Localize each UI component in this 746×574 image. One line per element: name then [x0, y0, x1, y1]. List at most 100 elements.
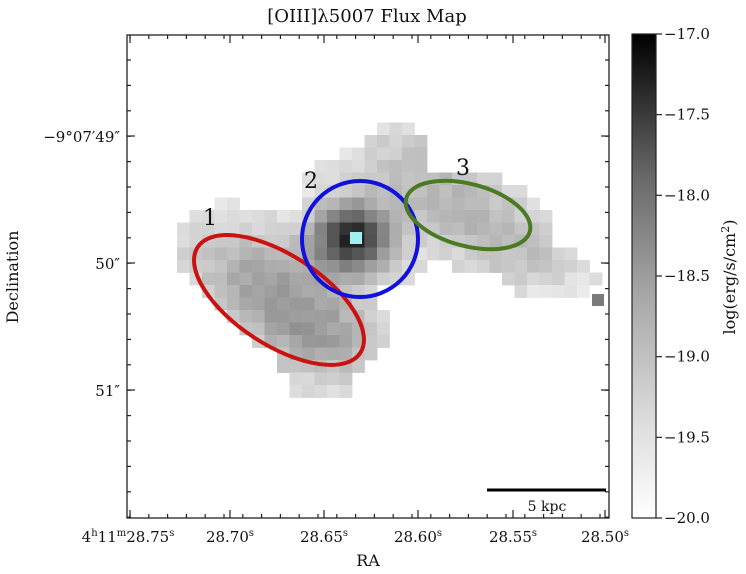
- flux-pixel: [514, 285, 528, 298]
- flux-pixel: [527, 197, 540, 211]
- flux-pixel: [564, 260, 578, 273]
- flux-pixel: [452, 260, 465, 273]
- flux-pixel: [314, 210, 328, 223]
- flux-pixel: [214, 222, 228, 236]
- flux-pixel: [289, 297, 303, 311]
- flux-pixel: [352, 285, 365, 298]
- flux-pixel: [202, 222, 215, 236]
- flux-pixel: [414, 147, 428, 161]
- flux-pixel: [239, 260, 253, 273]
- flux-pixel: [539, 235, 553, 248]
- flux-pixel: [227, 235, 240, 248]
- flux-pixel: [227, 260, 240, 273]
- flux-pixel: [339, 372, 353, 386]
- flux-pixel: [327, 235, 340, 248]
- flux-pixel: [314, 260, 328, 273]
- flux-pixel: [327, 335, 340, 348]
- flux-pixel: [377, 210, 390, 223]
- flux-pixel: [327, 222, 340, 236]
- flux-pixel: [464, 210, 478, 223]
- flux-pixel: [577, 272, 590, 286]
- flux-pixel: [289, 360, 303, 373]
- flux-pixel: [302, 347, 315, 361]
- flux-pixel: [592, 294, 604, 306]
- flux-pixel: [314, 297, 328, 311]
- flux-pixel: [464, 185, 478, 198]
- flux-pixel: [402, 235, 415, 248]
- flux-pixel: [264, 285, 278, 298]
- flux-pixel: [527, 272, 540, 286]
- region-3-label: 3: [456, 156, 470, 181]
- flux-pixel: [339, 147, 353, 161]
- flux-pixel: [252, 297, 265, 311]
- flux-pixel: [214, 197, 228, 211]
- flux-pixel: [189, 210, 203, 223]
- flux-pixel: [264, 297, 278, 311]
- flux-pixel: [364, 272, 378, 286]
- flux-pixel: [577, 285, 590, 298]
- flux-pixel: [277, 310, 290, 323]
- y-tick-label-1: 50″: [95, 255, 120, 273]
- chart-title: [OIII]λ5007 Flux Map: [267, 6, 466, 27]
- flux-pixel: [227, 285, 240, 298]
- flux-pixel: [352, 185, 365, 198]
- flux-pixel: [227, 197, 240, 211]
- flux-pixel: [289, 310, 303, 323]
- flux-pixel: [339, 335, 353, 348]
- flux-pixel: [327, 297, 340, 311]
- flux-pixel: [277, 297, 290, 311]
- flux-pixel: [264, 222, 278, 236]
- flux-pixel: [227, 222, 240, 236]
- flux-pixel: [214, 272, 228, 286]
- flux-pixel: [339, 310, 353, 323]
- flux-pixel: [314, 172, 328, 186]
- flux-pixel: [402, 222, 415, 236]
- flux-pixel: [377, 222, 390, 236]
- flux-pixel: [514, 272, 528, 286]
- flux-pixel: [402, 172, 415, 186]
- flux-pixel: [327, 247, 340, 261]
- region-1-label: 1: [203, 206, 217, 231]
- flux-pixel: [264, 210, 278, 223]
- flux-pixel: [377, 272, 390, 286]
- flux-pixel: [239, 247, 253, 261]
- flux-pixel: [364, 210, 378, 223]
- flux-pixel: [327, 322, 340, 336]
- flux-pixel: [302, 385, 315, 398]
- flux-pixel: [377, 235, 390, 248]
- flux-pixel: [539, 285, 553, 298]
- colorbar-ticks: −17.0 −17.5 −18.0 −18.5 −19.0 −19.5 −20.0: [656, 25, 710, 527]
- flux-pixel: [389, 247, 403, 261]
- flux-pixel: [377, 310, 390, 323]
- flux-pixel: [239, 222, 253, 236]
- flux-pixel: [364, 335, 378, 348]
- flux-pixel: [339, 347, 353, 361]
- flux-pixel: [364, 260, 378, 273]
- flux-pixel: [239, 210, 253, 223]
- flux-pixel: [339, 235, 353, 248]
- flux-pixel: [364, 197, 378, 211]
- flux-pixel: [352, 210, 365, 223]
- flux-pixel: [377, 135, 390, 148]
- flux-pixel: [489, 260, 503, 273]
- flux-pixel: [339, 247, 353, 261]
- region-3-ellipse: [403, 178, 533, 252]
- flux-pixel: [277, 235, 290, 248]
- flux-pixel: [277, 210, 290, 223]
- flux-pixel: [477, 172, 490, 186]
- flux-pixel: [289, 272, 303, 286]
- x-tick-label-5: 28.50s: [581, 528, 629, 546]
- flux-pixel: [177, 247, 190, 261]
- plot-frame: [126, 34, 610, 519]
- flux-pixel: [302, 285, 315, 298]
- region-1-ellipse: [192, 233, 366, 367]
- flux-pixel: [352, 260, 365, 273]
- flux-pixel: [352, 247, 365, 261]
- flux-pixel: [477, 197, 490, 211]
- flux-pixel: [489, 235, 503, 248]
- flux-pixel: [227, 210, 240, 223]
- flux-pixel: [377, 160, 390, 173]
- x-tick-label-1: 28.70s: [206, 528, 254, 546]
- flux-pixel: [452, 222, 465, 236]
- flux-pixel: [314, 347, 328, 361]
